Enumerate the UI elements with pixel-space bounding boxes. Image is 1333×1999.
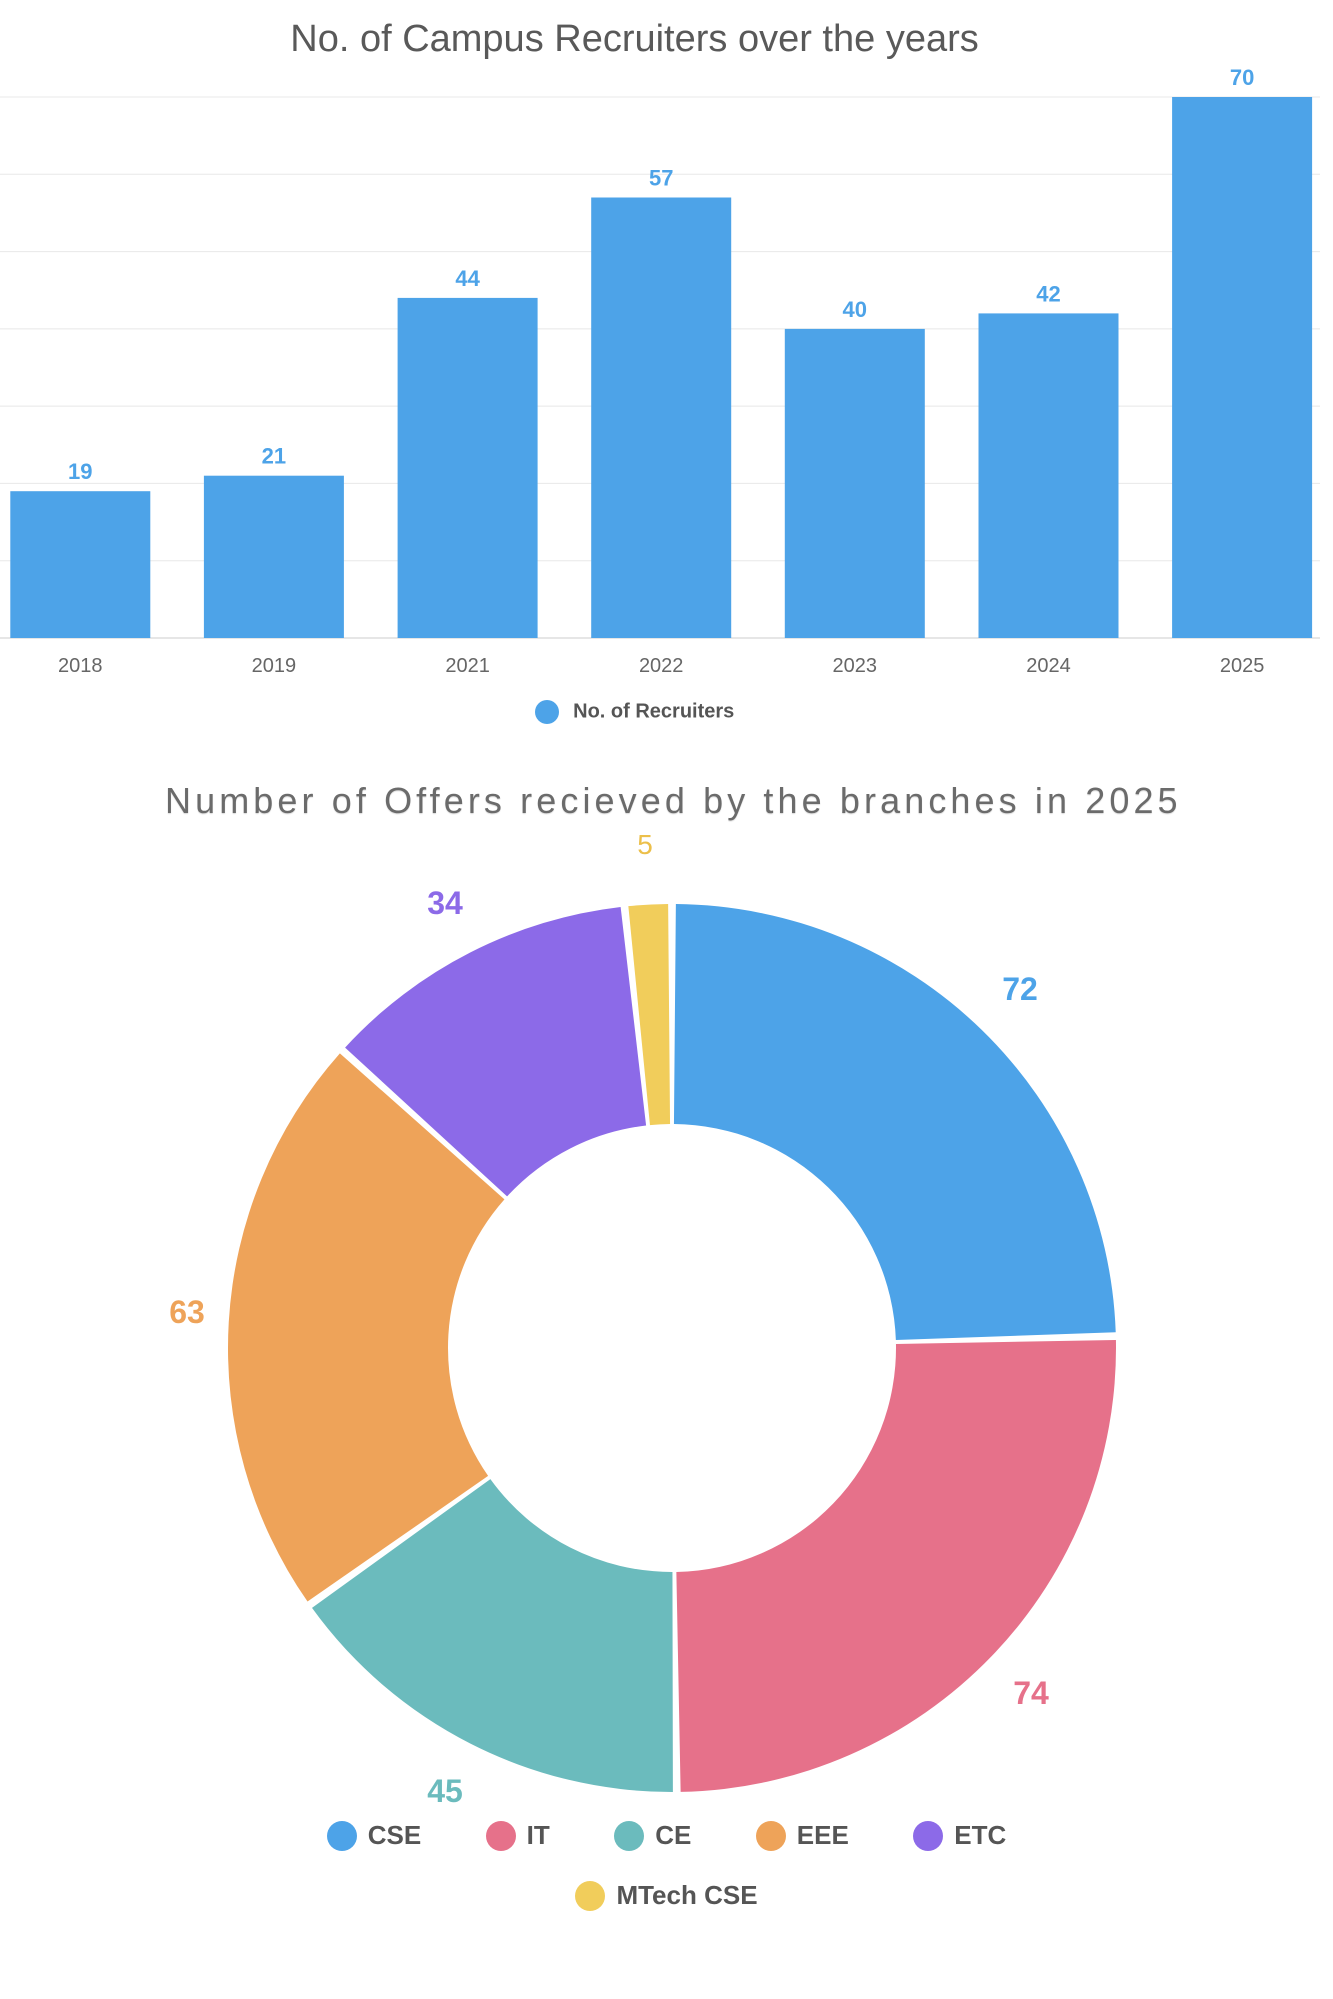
svg-text:45: 45 [427,1773,463,1809]
svg-text:2025: 2025 [1220,655,1265,677]
svg-text:42: 42 [1036,281,1060,306]
svg-text:63: 63 [169,1294,205,1330]
svg-text:2021: 2021 [445,655,490,677]
svg-text:72: 72 [1002,971,1038,1007]
svg-text:2018: 2018 [58,655,103,677]
svg-text:57: 57 [649,166,673,191]
svg-text:40: 40 [843,297,867,322]
svg-text:44: 44 [455,266,480,291]
svg-text:2019: 2019 [252,655,297,677]
svg-text:5: 5 [637,829,653,860]
svg-text:21: 21 [262,444,286,469]
svg-text:74: 74 [1013,1675,1049,1711]
svg-text:2022: 2022 [639,655,684,677]
svg-text:19: 19 [68,459,92,484]
svg-text:2023: 2023 [833,655,878,677]
svg-text:70: 70 [1230,65,1254,90]
svg-text:2024: 2024 [1026,655,1071,677]
svg-text:34: 34 [427,885,463,921]
